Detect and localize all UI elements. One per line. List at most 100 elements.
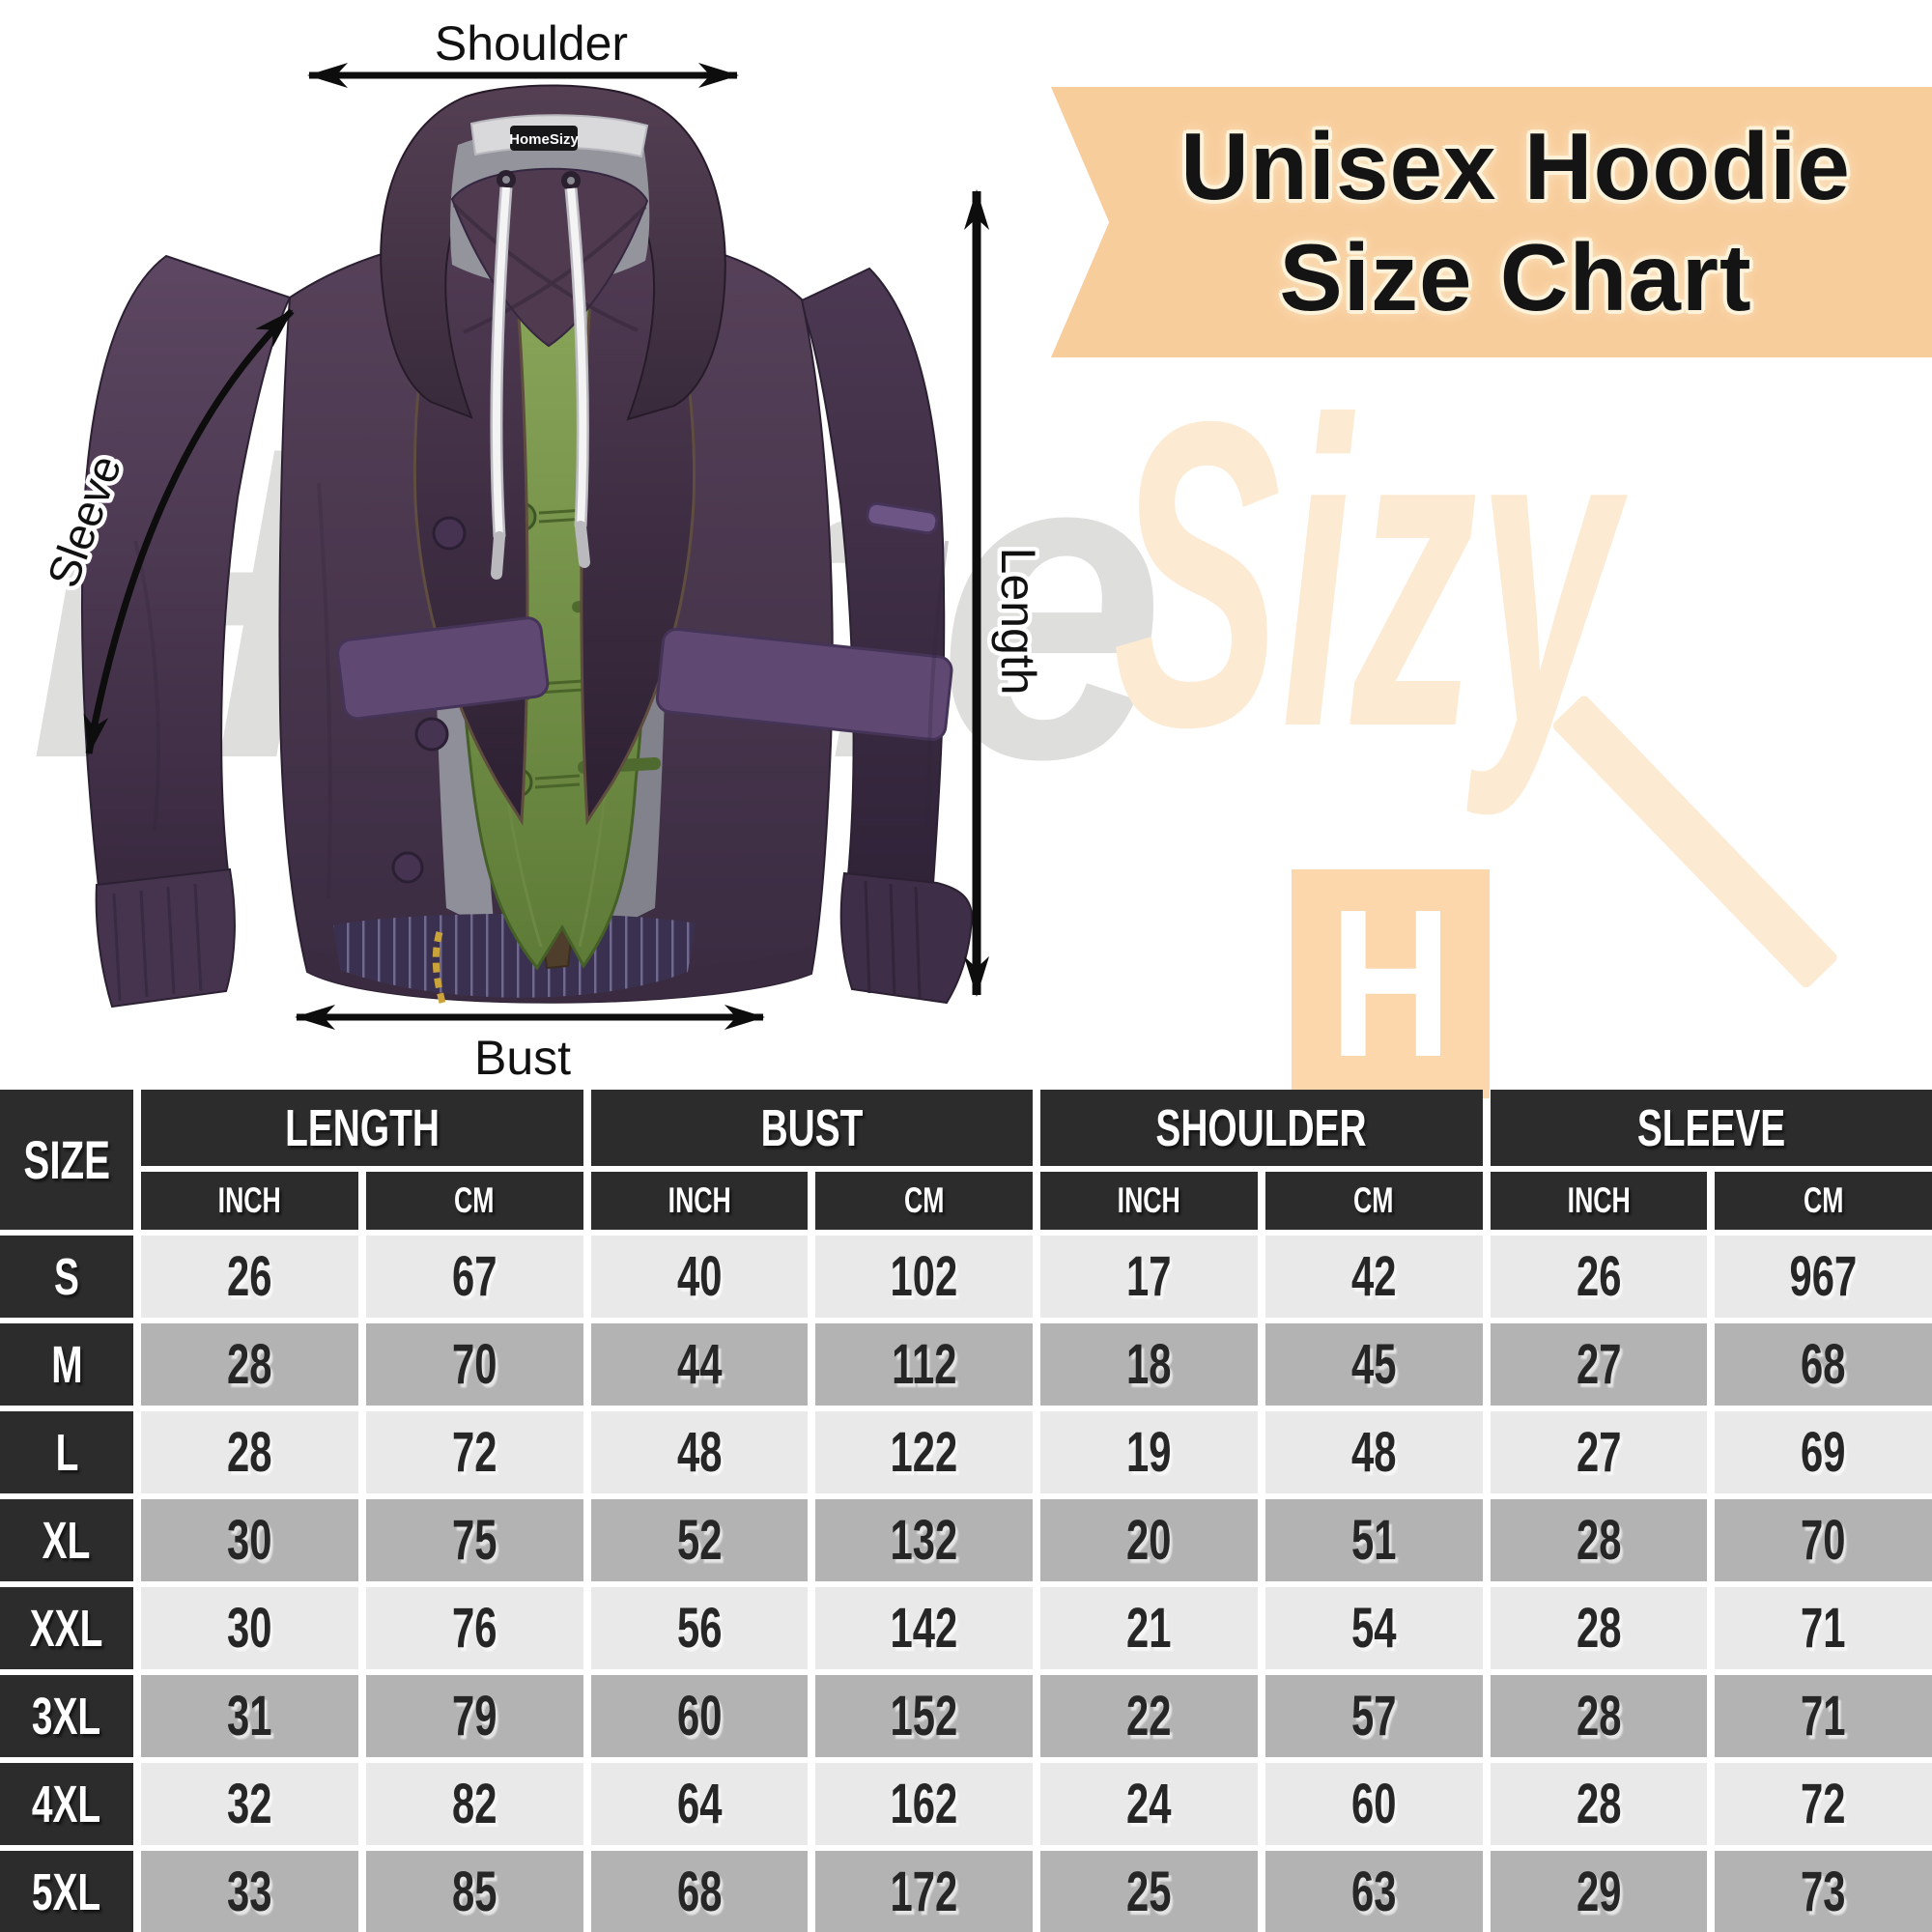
value-cell: 132 <box>815 1499 1033 1581</box>
value-cell: 71 <box>1715 1675 1932 1757</box>
size-row-label-l: L <box>0 1411 133 1493</box>
column-group-header-sleeve: SLEEVE <box>1490 1090 1932 1166</box>
size-row-label-xl: XL <box>0 1499 133 1581</box>
value-cell: 26 <box>1490 1236 1708 1318</box>
value-cell: 70 <box>365 1323 583 1406</box>
value-cell: 20 <box>1040 1499 1258 1581</box>
chest-welt-pocket <box>866 501 939 535</box>
value-cell: 27 <box>1490 1411 1708 1493</box>
unit-header-cm: CM <box>1264 1172 1483 1230</box>
drawstrings <box>490 186 590 580</box>
value-cell: 76 <box>365 1587 583 1669</box>
value-cell: 79 <box>365 1675 583 1757</box>
value-cell: 28 <box>1490 1675 1708 1757</box>
value-cell: 48 <box>1264 1411 1483 1493</box>
value-cell: 68 <box>590 1851 809 1932</box>
value-cell: 142 <box>815 1587 1033 1669</box>
column-group-header-bust: BUST <box>590 1090 1033 1166</box>
drawstring-eyelets <box>497 170 581 190</box>
unit-header-cm: CM <box>1715 1172 1932 1230</box>
value-cell: 56 <box>590 1587 809 1669</box>
size-row-label-m: M <box>0 1323 133 1406</box>
value-cell: 71 <box>1715 1587 1932 1669</box>
value-cell: 44 <box>590 1323 809 1406</box>
unit-header-inch: INCH <box>1040 1172 1258 1230</box>
unit-header-cm: CM <box>365 1172 583 1230</box>
value-cell: 27 <box>1490 1323 1708 1406</box>
unit-header-cm: CM <box>815 1172 1033 1230</box>
value-cell: 967 <box>1715 1236 1932 1318</box>
value-cell: 42 <box>1264 1236 1483 1318</box>
value-cell: 17 <box>1040 1236 1258 1318</box>
value-cell: 54 <box>1264 1587 1483 1669</box>
value-cell: 29 <box>1490 1851 1708 1932</box>
size-row-label-3xl: 3XL <box>0 1675 133 1757</box>
value-cell: 64 <box>590 1763 809 1845</box>
value-cell: 72 <box>1715 1763 1932 1845</box>
value-cell: 73 <box>1715 1851 1932 1932</box>
value-cell: 72 <box>365 1411 583 1493</box>
gold-chain <box>432 931 446 1004</box>
size-column-header: SIZE <box>0 1090 133 1230</box>
value-cell: 122 <box>815 1411 1033 1493</box>
collar-tag-text: HomeSizy <box>509 131 579 148</box>
size-row-label-xxl: XXL <box>0 1587 133 1669</box>
jacket-pocket-flaps <box>336 501 953 742</box>
value-cell: 28 <box>1490 1499 1708 1581</box>
value-cell: 48 <box>590 1411 809 1493</box>
value-cell: 26 <box>141 1236 358 1318</box>
value-cell: 60 <box>1264 1763 1483 1845</box>
unit-header-inch: INCH <box>141 1172 358 1230</box>
hoodie-product-image: HomeSizy <box>80 84 974 1009</box>
value-cell: 70 <box>1715 1499 1932 1581</box>
value-cell: 69 <box>1715 1411 1932 1493</box>
title-banner: Unisex Hoodie Size Chart <box>1051 87 1932 357</box>
value-cell: 22 <box>1040 1675 1258 1757</box>
hood: HomeSizy <box>380 84 726 580</box>
value-cell: 28 <box>141 1323 358 1406</box>
value-cell: 75 <box>365 1499 583 1581</box>
value-cell: 28 <box>141 1411 358 1493</box>
value-cell: 18 <box>1040 1323 1258 1406</box>
value-cell: 28 <box>1490 1587 1708 1669</box>
value-cell: 21 <box>1040 1587 1258 1669</box>
unit-header-inch: INCH <box>590 1172 809 1230</box>
value-cell: 63 <box>1264 1851 1483 1932</box>
value-cell: 24 <box>1040 1763 1258 1845</box>
value-cell: 172 <box>815 1851 1033 1932</box>
brand-logo-square: H <box>1292 869 1490 1098</box>
jacket-buttons <box>391 516 467 884</box>
column-group-header-shoulder: SHOULDER <box>1040 1090 1483 1166</box>
collar-tag <box>510 126 578 151</box>
size-row-label-5xl: 5XL <box>0 1851 133 1932</box>
banner-title-line2: Size Chart <box>1279 224 1752 330</box>
value-cell: 45 <box>1264 1323 1483 1406</box>
value-cell: 28 <box>1490 1763 1708 1845</box>
value-cell: 152 <box>815 1675 1033 1757</box>
column-group-header-length: LENGTH <box>141 1090 583 1166</box>
value-cell: 31 <box>141 1675 358 1757</box>
value-cell: 112 <box>815 1323 1033 1406</box>
value-cell: 33 <box>141 1851 358 1932</box>
value-cell: 19 <box>1040 1411 1258 1493</box>
value-cell: 68 <box>1715 1323 1932 1406</box>
size-chart-table: SIZE LENGTH BUST SHOULDER SLEEVE INCH CM INCH CM… <box>0 1090 1932 1932</box>
value-cell: 30 <box>141 1499 358 1581</box>
value-cell: 60 <box>590 1675 809 1757</box>
value-cell: 25 <box>1040 1851 1258 1932</box>
hoodie-left-sleeve <box>80 254 292 1009</box>
size-row-label-4xl: 4XL <box>0 1763 133 1845</box>
value-cell: 32 <box>141 1763 358 1845</box>
banner-title-line1: Unisex Hoodie <box>1180 113 1851 220</box>
value-cell: 57 <box>1264 1675 1483 1757</box>
value-cell: 85 <box>365 1851 583 1932</box>
value-cell: 162 <box>815 1763 1033 1845</box>
value-cell: 51 <box>1264 1499 1483 1581</box>
value-cell: 102 <box>815 1236 1033 1318</box>
watermark-y-tail-shape <box>1550 694 1839 990</box>
brand-logo-letter: H <box>1329 866 1452 1101</box>
value-cell: 40 <box>590 1236 809 1318</box>
value-cell: 67 <box>365 1236 583 1318</box>
watermark-sizy-text: Sizy <box>1113 332 1618 817</box>
